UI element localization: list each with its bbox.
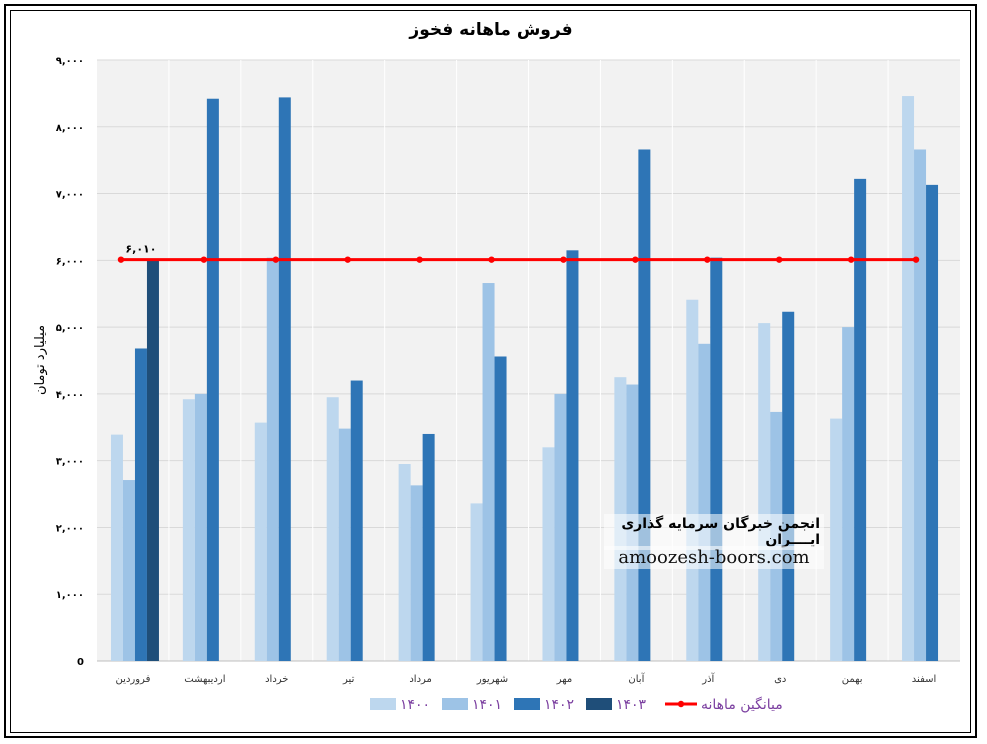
bar [194, 393, 207, 661]
bar [542, 447, 555, 661]
bar [554, 393, 567, 661]
y-tick-label: ۴,۰۰۰ [56, 390, 84, 401]
outer-frame [4, 4, 977, 738]
bar [146, 259, 159, 661]
x-tick-label: آبان [628, 672, 645, 685]
average-label: ۶,۰۱۰ [125, 243, 156, 256]
bar [830, 418, 843, 661]
x-tick-label: اسفند [912, 674, 936, 685]
bar [422, 433, 435, 661]
legend-average-label: میانگین ماهانه [701, 696, 783, 713]
bar [134, 348, 147, 661]
average-marker [344, 256, 351, 263]
y-tick-label: ۷,۰۰۰ [56, 190, 84, 201]
legend-label: ۱۴۰۰ [400, 697, 430, 713]
bar [494, 356, 507, 661]
bar [782, 311, 795, 661]
bar [686, 299, 699, 661]
bars [110, 96, 939, 662]
x-tick-label: مهر [556, 674, 572, 685]
bar [254, 422, 267, 661]
bar [482, 283, 495, 661]
inner-frame [10, 10, 971, 733]
bar [182, 399, 195, 661]
x-tick-label: اردیبهشت [184, 674, 225, 685]
watermark: انجمن خبرگان سرمایه گذاری ایــــران amoo… [604, 514, 824, 574]
average-line-group: ۶,۰۱۰ [117, 243, 920, 263]
average-marker [488, 256, 495, 263]
bar [842, 327, 855, 661]
legend-label: ۱۴۰۲ [544, 697, 574, 713]
y-axis-label: میلیارد تومان [33, 325, 48, 395]
legend-swatch [586, 698, 612, 710]
y-tick-label: ۶,۰۰۰ [56, 256, 84, 267]
y-tick-label: ۹,۰۰۰ [56, 56, 84, 67]
y-tick-label: ۸,۰۰۰ [56, 123, 84, 134]
bar [398, 464, 411, 661]
average-marker [272, 256, 279, 263]
y-axis-ticks: 0 ۱,۰۰۰ ۲,۰۰۰ ۳,۰۰۰ ۴,۰۰۰ ۵,۰۰۰ ۶,۰۰۰ ۷,۰۰۰ ۸,۰۰… [56, 56, 84, 668]
x-tick-label: دی [774, 674, 786, 685]
bar [410, 485, 423, 661]
bar [902, 96, 915, 661]
legend-swatch [514, 698, 540, 710]
bar [710, 257, 723, 661]
watermark-url: amoozesh-boors.com [604, 546, 824, 569]
average-marker [912, 256, 920, 263]
bar [470, 503, 483, 661]
x-tick-label: مرداد [409, 674, 432, 685]
average-marker [704, 256, 711, 263]
y-tick-label: ۲,۰۰۰ [56, 523, 84, 534]
average-marker [776, 256, 783, 263]
y-tick-label: 0 [77, 657, 84, 668]
bar [350, 380, 363, 661]
x-tick-label: بهمن [842, 674, 863, 685]
bar [278, 97, 291, 661]
bar [698, 343, 711, 661]
x-axis-ticks: فروردین اردیبهشت خرداد تیر مرداد شهریور مهر آبا… [116, 672, 937, 685]
bar [206, 98, 219, 662]
legend-swatch [442, 698, 468, 710]
legend: میانگین ماهانه ۱۴۰۰ ۱۴۰۱ ۱۴۰۲ ۱۴۰۳ [370, 696, 783, 713]
average-marker [560, 256, 567, 263]
bar [914, 149, 927, 661]
average-marker [200, 256, 208, 263]
bar [338, 428, 351, 661]
bar [266, 257, 279, 661]
y-tick-label: ۱,۰۰۰ [56, 590, 84, 601]
x-tick-label: خرداد [265, 674, 288, 685]
bar [638, 149, 651, 661]
watermark-title: انجمن خبرگان سرمایه گذاری ایــــران [604, 514, 824, 550]
x-tick-label: آذر [701, 672, 715, 685]
bar [854, 178, 867, 661]
x-tick-label: تیر [342, 674, 355, 685]
legend-average-marker [677, 700, 685, 708]
bar [326, 397, 339, 661]
bar [110, 434, 123, 661]
average-marker [117, 256, 125, 263]
x-tick-label: فروردین [116, 674, 151, 685]
x-tick-label: شهریور [476, 674, 508, 685]
chart-title: فروش ماهانه فخوز [408, 20, 572, 40]
bar [926, 184, 939, 661]
legend-label: ۱۴۰۳ [616, 697, 647, 713]
bar [758, 323, 771, 661]
average-marker [416, 256, 423, 263]
y-tick-label: ۳,۰۰۰ [56, 457, 84, 468]
average-marker [847, 256, 855, 263]
average-marker [632, 256, 639, 263]
bar [566, 250, 579, 662]
legend-label: ۱۴۰۱ [472, 697, 502, 713]
legend-swatch [370, 698, 396, 710]
y-tick-label: ۵,۰۰۰ [56, 323, 84, 334]
bar [122, 480, 135, 661]
